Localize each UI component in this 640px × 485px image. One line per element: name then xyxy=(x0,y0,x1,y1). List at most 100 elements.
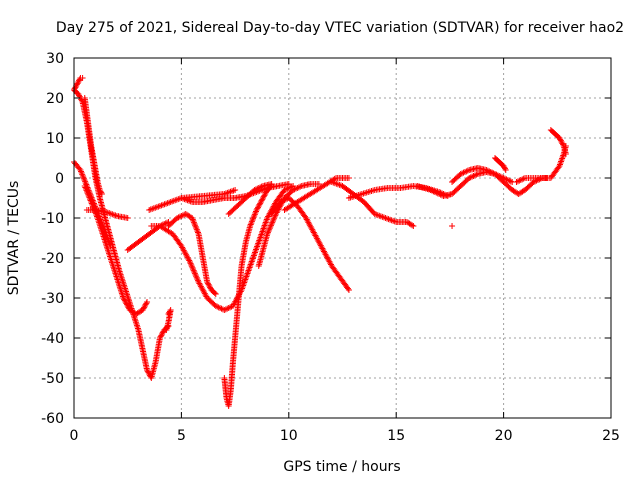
data-point xyxy=(92,210,99,217)
y-tick-label: -30 xyxy=(41,291,64,307)
data-point xyxy=(125,304,132,311)
data-point xyxy=(186,259,193,265)
data-point xyxy=(190,266,197,273)
data-point xyxy=(212,291,219,297)
data-point xyxy=(78,97,85,104)
data-point xyxy=(192,222,199,229)
data-point xyxy=(502,167,509,173)
data-point xyxy=(76,93,83,100)
data-point xyxy=(292,185,299,192)
data-point xyxy=(278,198,285,205)
data-point xyxy=(461,169,468,175)
data-point xyxy=(141,303,148,309)
data-point xyxy=(191,269,198,275)
data-point xyxy=(145,369,152,376)
x-tick-label: 15 xyxy=(387,428,405,444)
data-point xyxy=(194,277,201,284)
data-point xyxy=(156,335,163,341)
data-point xyxy=(144,367,151,373)
data-point xyxy=(204,279,211,285)
data-point xyxy=(345,287,352,293)
data-point xyxy=(517,177,524,183)
data-layer xyxy=(71,75,569,409)
data-point xyxy=(80,174,87,181)
data-point xyxy=(212,303,219,309)
data-point xyxy=(124,215,131,221)
data-point xyxy=(159,329,166,336)
data-point xyxy=(250,214,257,221)
data-point xyxy=(466,175,473,181)
data-point xyxy=(431,189,438,195)
data-point xyxy=(144,299,151,305)
data-point xyxy=(163,327,170,333)
data-point xyxy=(191,270,198,277)
data-point xyxy=(232,187,239,193)
data-point xyxy=(96,187,103,193)
series-arc-18 xyxy=(328,179,417,229)
data-point xyxy=(464,167,471,174)
data-point xyxy=(269,219,276,226)
data-point xyxy=(410,223,417,229)
data-point xyxy=(281,197,288,203)
data-point xyxy=(268,222,275,229)
y-tick-label: -20 xyxy=(41,251,64,267)
series-arc-6 xyxy=(81,183,151,317)
data-point xyxy=(88,199,95,205)
data-point xyxy=(83,187,90,194)
data-point xyxy=(82,185,89,192)
data-point xyxy=(434,190,441,197)
data-point xyxy=(473,171,480,178)
data-point xyxy=(281,187,288,193)
y-tick-label: -60 xyxy=(41,411,64,427)
data-point xyxy=(257,200,264,207)
data-point xyxy=(85,191,92,198)
data-point xyxy=(224,305,231,312)
data-point xyxy=(254,205,261,212)
data-point xyxy=(188,263,195,270)
data-point xyxy=(91,206,98,213)
data-point xyxy=(187,260,194,267)
data-point xyxy=(74,80,81,87)
data-point xyxy=(429,187,435,194)
data-point xyxy=(262,189,269,196)
data-point xyxy=(84,190,91,197)
data-point xyxy=(82,184,89,191)
y-tick-label: -50 xyxy=(41,371,64,387)
data-point xyxy=(218,305,225,312)
data-point xyxy=(471,172,478,179)
data-point xyxy=(120,295,127,301)
data-point xyxy=(193,226,200,233)
data-point xyxy=(268,221,275,227)
data-point xyxy=(264,231,271,237)
data-point xyxy=(193,273,200,280)
data-point xyxy=(72,84,79,91)
data-point xyxy=(291,186,298,193)
series-arc-14 xyxy=(225,181,275,217)
data-point xyxy=(176,213,183,220)
data-point xyxy=(189,215,196,221)
data-point xyxy=(124,303,131,309)
data-point xyxy=(506,177,513,184)
data-point xyxy=(487,169,494,175)
data-point xyxy=(205,281,212,288)
series-arc-25 xyxy=(449,223,456,229)
series-arc-7 xyxy=(163,307,174,333)
chart-title: Day 275 of 2021, Sidereal Day-to-day VTE… xyxy=(56,20,624,36)
data-point xyxy=(262,191,269,197)
data-point xyxy=(192,271,199,278)
series-arc-8 xyxy=(124,219,172,253)
data-point xyxy=(214,303,221,310)
data-point xyxy=(139,307,146,313)
data-point xyxy=(81,183,88,189)
data-point xyxy=(79,172,86,179)
data-point xyxy=(254,185,261,192)
data-point xyxy=(207,284,214,291)
data-point xyxy=(76,76,83,83)
data-point xyxy=(501,164,508,171)
data-point xyxy=(159,331,166,337)
data-point xyxy=(436,191,443,197)
data-point xyxy=(260,195,267,201)
series-arc-13 xyxy=(221,183,275,409)
data-point xyxy=(221,307,228,313)
data-point xyxy=(188,261,195,268)
